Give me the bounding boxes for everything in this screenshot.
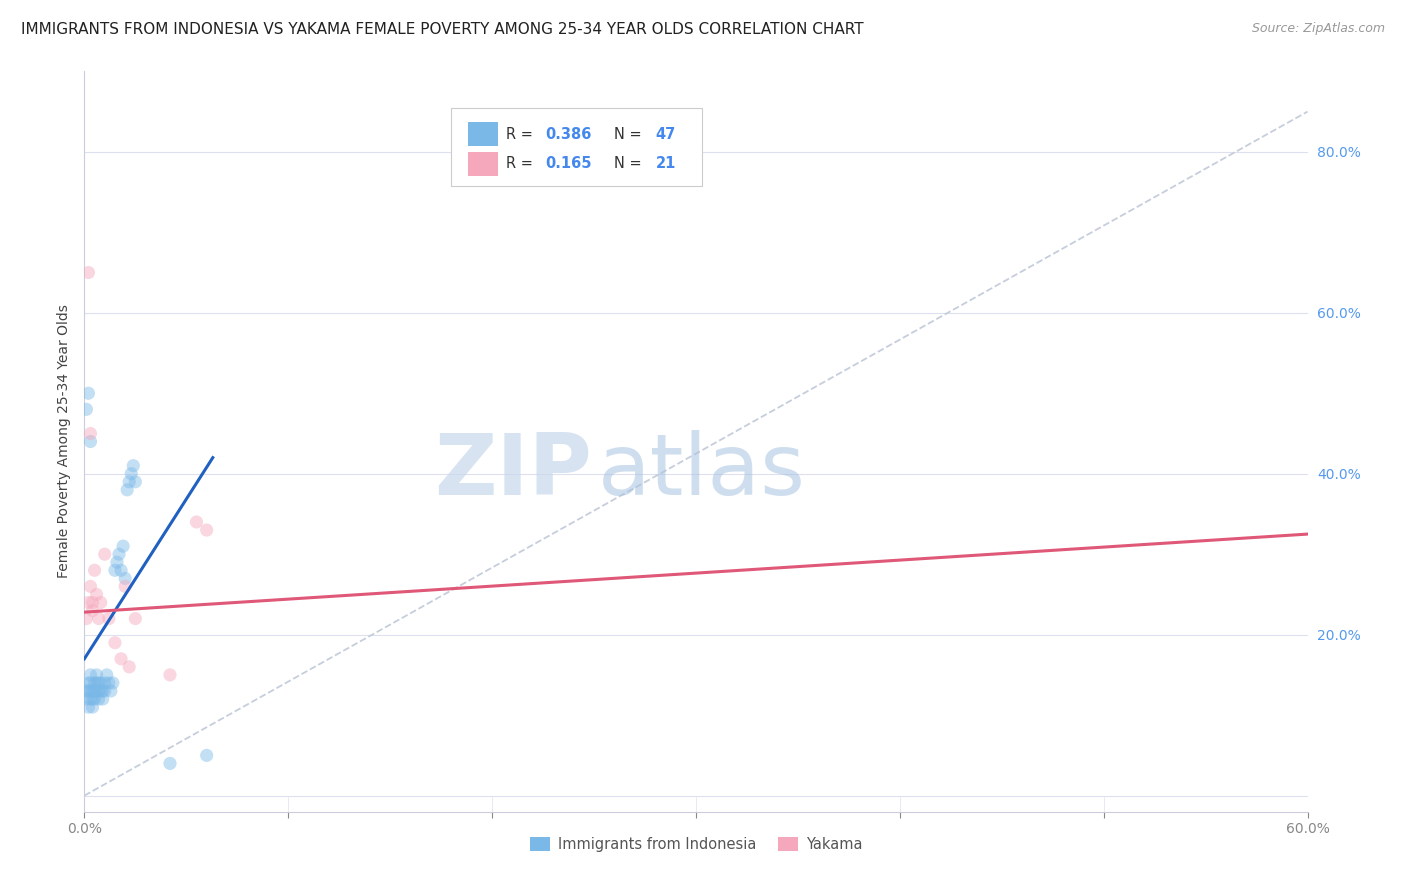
Point (82, 603, 104, 617)
Point (79, 684, 101, 698)
Point (118, 660, 141, 674)
Point (93, 676, 115, 690)
Point (105, 555, 128, 569)
Text: N =: N = (614, 156, 647, 171)
Point (82, 700, 104, 714)
Point (96, 668, 118, 682)
Point (79, 692, 101, 706)
Point (75, 684, 97, 698)
Point (114, 579, 136, 593)
Point (79, 579, 101, 593)
Point (77, 386, 100, 401)
Point (90, 676, 112, 690)
Point (118, 475, 141, 489)
Point (122, 458, 145, 473)
Point (75, 692, 97, 706)
Text: R =: R = (506, 127, 538, 142)
Point (110, 652, 132, 666)
Point (159, 668, 181, 682)
Text: atlas: atlas (598, 430, 806, 513)
Point (83, 676, 105, 690)
Point (120, 467, 142, 481)
Point (91, 692, 114, 706)
Text: ZIP: ZIP (434, 430, 592, 513)
Point (86, 668, 108, 682)
Point (87, 676, 110, 690)
Point (100, 684, 122, 698)
Point (79, 426, 101, 441)
FancyBboxPatch shape (468, 152, 498, 176)
Point (97, 676, 120, 690)
Text: 0.165: 0.165 (546, 156, 592, 171)
Point (93, 684, 115, 698)
Point (104, 636, 127, 650)
Point (108, 547, 131, 561)
Point (87, 692, 110, 706)
Point (124, 475, 146, 489)
Text: 0.386: 0.386 (546, 127, 592, 142)
Point (83, 563, 105, 577)
Point (77, 684, 100, 698)
Point (83, 692, 105, 706)
Point (82, 684, 104, 698)
Text: N =: N = (614, 127, 647, 142)
Point (77, 676, 100, 690)
Point (75, 611, 97, 625)
Point (114, 571, 136, 585)
Point (83, 684, 105, 698)
Point (186, 515, 208, 529)
Point (115, 483, 138, 497)
Point (91, 684, 114, 698)
Point (93, 547, 115, 561)
Point (86, 676, 108, 690)
Point (110, 563, 132, 577)
Point (77, 700, 100, 714)
FancyBboxPatch shape (468, 122, 498, 146)
Point (86, 684, 108, 698)
Point (90, 595, 112, 609)
Point (124, 611, 146, 625)
Point (112, 539, 135, 553)
Point (87, 611, 110, 625)
Point (195, 748, 218, 763)
FancyBboxPatch shape (451, 109, 702, 186)
Legend: Immigrants from Indonesia, Yakama: Immigrants from Indonesia, Yakama (524, 831, 868, 858)
Y-axis label: Female Poverty Among 25-34 Year Olds: Female Poverty Among 25-34 Year Olds (58, 304, 72, 579)
Point (79, 676, 101, 690)
Point (90, 684, 112, 698)
Point (75, 402, 97, 417)
Point (79, 668, 101, 682)
Text: R =: R = (506, 156, 538, 171)
Point (77, 266, 100, 280)
Point (86, 587, 108, 601)
Text: 21: 21 (655, 156, 676, 171)
Text: IMMIGRANTS FROM INDONESIA VS YAKAMA FEMALE POVERTY AMONG 25-34 YEAR OLDS CORRELA: IMMIGRANTS FROM INDONESIA VS YAKAMA FEMA… (21, 22, 863, 37)
Point (195, 523, 218, 537)
Point (82, 692, 104, 706)
Point (79, 434, 101, 449)
Point (97, 611, 120, 625)
Text: Source: ZipAtlas.com: Source: ZipAtlas.com (1251, 22, 1385, 36)
Point (87, 684, 110, 698)
Point (159, 756, 181, 771)
Point (101, 676, 124, 690)
Point (104, 563, 127, 577)
Point (82, 595, 104, 609)
Point (77, 595, 100, 609)
Text: 47: 47 (655, 127, 676, 142)
